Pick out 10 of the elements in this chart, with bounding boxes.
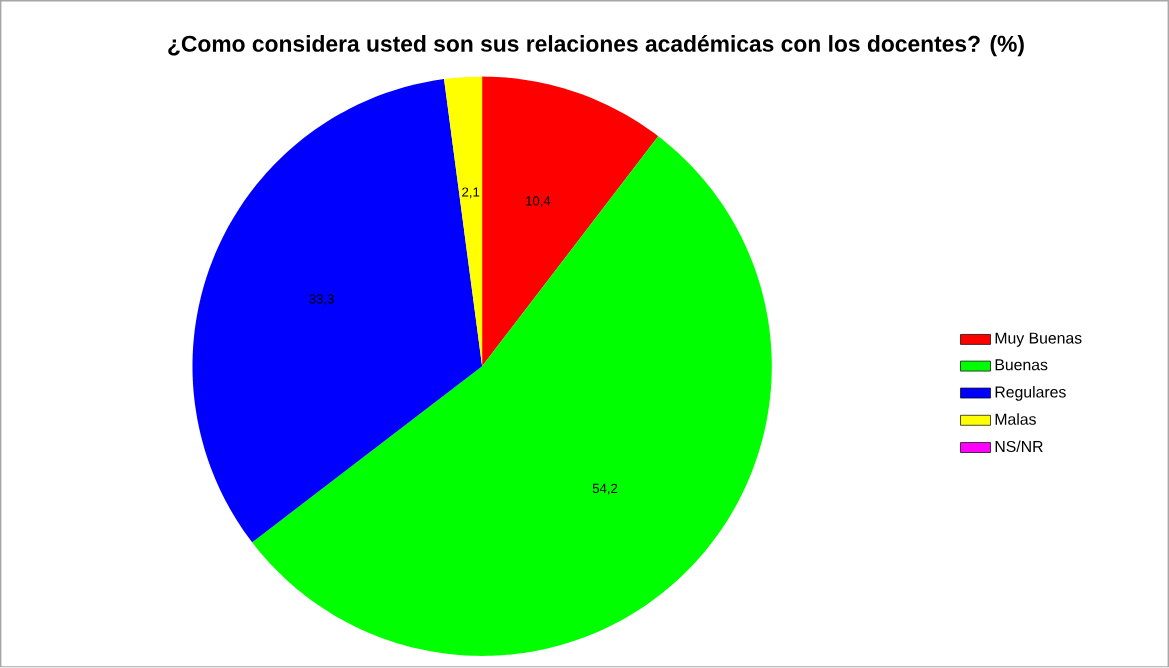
legend-label: Regulares [995, 386, 1066, 401]
legend-label: NS/NR [995, 440, 1043, 453]
data-label: 2,1 [462, 187, 480, 199]
data-label: 10,4 [526, 196, 551, 208]
legend-label: Muy Buenas [995, 332, 1082, 348]
data-label: 33,3 [309, 294, 334, 306]
legend-label: Malas [995, 413, 1036, 426]
chart-title: ¿Como considera usted son sus relaciones académicas con los docentes? (%) [168, 35, 1024, 57]
legend-label: Buenas [995, 359, 1048, 371]
data-label: 54,2 [592, 483, 618, 495]
